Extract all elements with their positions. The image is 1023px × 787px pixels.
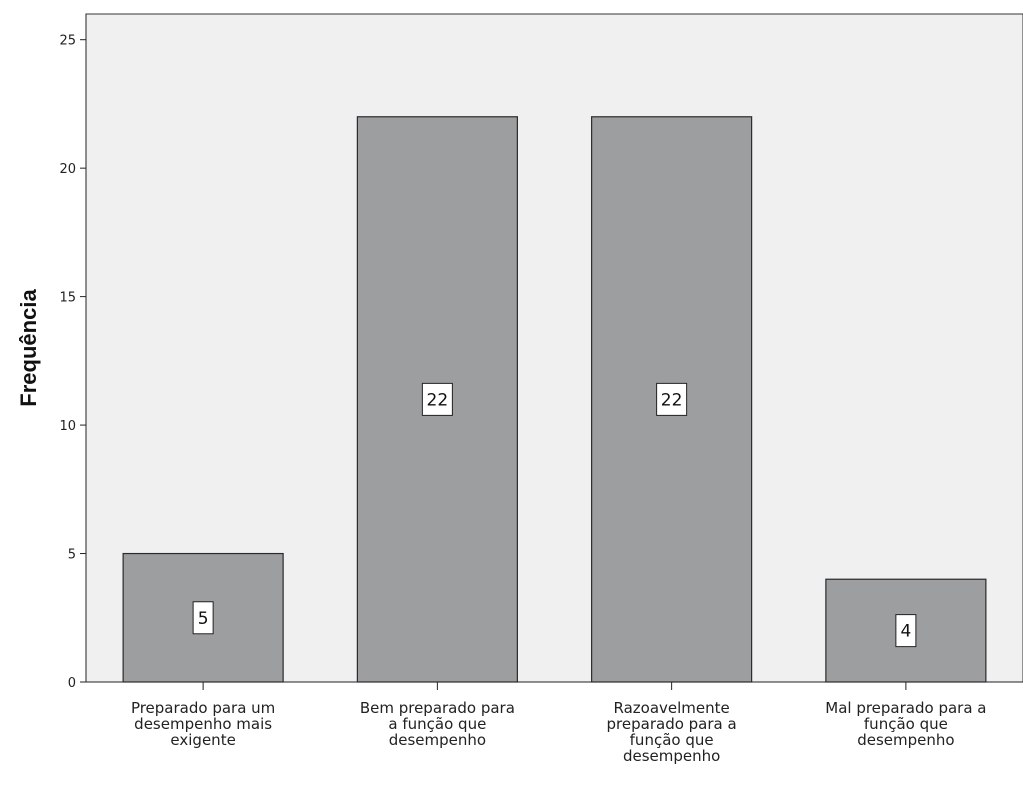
y-tick-label: 20 [59,162,76,177]
data-labels: 5 22 22 4 [192,382,917,648]
data-label: 5 [198,609,209,629]
y-tick-label: 15 [59,291,76,306]
x-tick-label: Preparado para um desempenho mais exigente [131,699,275,749]
y-tick-label: 10 [59,419,76,434]
y-tick-label: 5 [68,548,76,563]
data-label-box [656,382,688,416]
data-label-box [421,382,453,416]
x-axis: Preparado para um desempenho mais exigente… [86,681,1023,765]
y-tick-label: 0 [68,676,76,691]
x-tick-label: Mal preparado para a função que desempenho [825,699,986,749]
data-label-box [192,601,214,635]
data-label: 22 [427,390,449,410]
y-axis-title: Frequência [16,289,41,407]
x-tick-label: Bem preparado para a função que desempenho [360,699,515,749]
data-label-box [895,614,917,648]
y-axis: 0 5 10 15 20 25 [59,14,87,691]
data-label: 22 [661,390,683,410]
x-tick-label: Razoavelmente preparado para a função que d… [607,699,737,765]
data-label: 4 [900,622,911,642]
y-tick-label: 25 [59,34,76,49]
